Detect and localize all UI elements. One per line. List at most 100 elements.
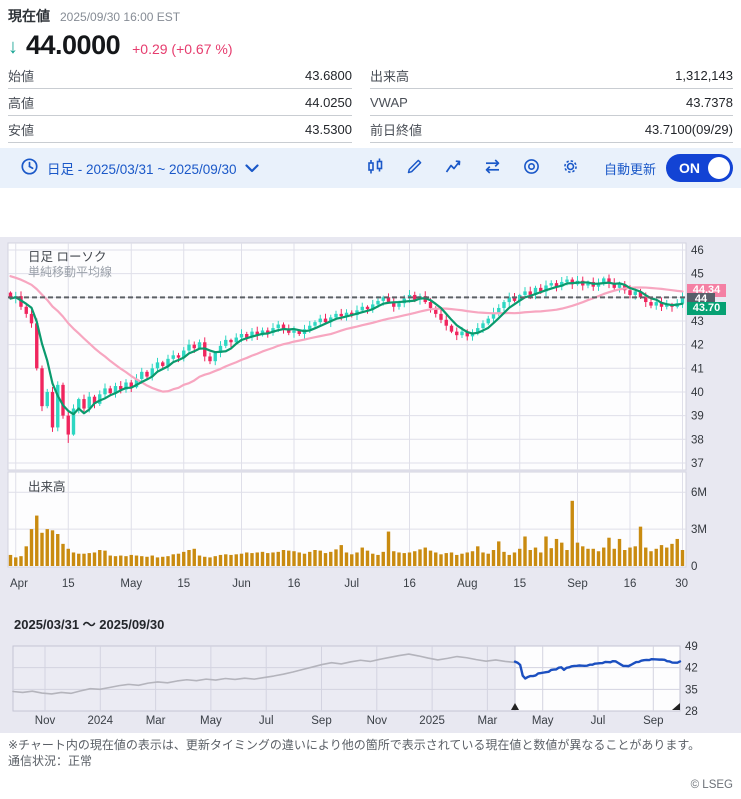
svg-text:15: 15 (513, 578, 526, 590)
volume-bar (675, 538, 679, 566)
svg-text:49: 49 (685, 641, 698, 653)
svg-text:0: 0 (691, 561, 697, 573)
volume-bar (476, 546, 480, 566)
volume-bar (497, 541, 501, 566)
disclaimer-text: ※チャート内の現在値の表示は、更新タイミングの違いにより他の箇所で表示されている… (8, 738, 701, 752)
volume-bar (92, 552, 97, 566)
candle (612, 283, 616, 288)
current-price-label: 現在値 (8, 8, 50, 24)
volume-bar (544, 536, 548, 566)
candle (607, 278, 611, 284)
volume-bar (591, 548, 595, 566)
auto-update-toggle[interactable]: ON (666, 154, 733, 182)
candle (397, 303, 401, 307)
svg-text:42: 42 (685, 663, 698, 675)
volume-bar (381, 551, 385, 566)
svg-text:Nov: Nov (35, 715, 56, 727)
volume-bar (197, 555, 202, 566)
candle (124, 382, 128, 390)
svg-text:Sep: Sep (567, 578, 587, 590)
candle (481, 323, 485, 329)
volume-bar (213, 556, 217, 566)
volume-bar (145, 556, 149, 566)
draw-tools-button[interactable] (405, 157, 424, 179)
period-selector[interactable]: 日足 - 2025/03/31 ~ 2025/09/30 (14, 156, 265, 180)
volume-bar (439, 554, 443, 566)
volume-bar (155, 557, 160, 566)
volume-bar (276, 551, 280, 566)
candle (77, 399, 81, 409)
crosshair-button[interactable] (522, 157, 541, 179)
candle (87, 396, 91, 409)
volume-bar (455, 554, 459, 566)
svg-text:2024: 2024 (88, 715, 114, 727)
volume-bar (119, 555, 123, 566)
volume-bar (40, 532, 44, 566)
candle (360, 306, 364, 311)
volume-bar (528, 550, 532, 566)
volume-bar (50, 530, 55, 566)
volume-bar (24, 546, 28, 566)
svg-text:15: 15 (177, 578, 190, 590)
candle (271, 328, 275, 333)
volume-bar (82, 553, 86, 566)
volume-bar (14, 557, 18, 566)
navigator-range-label: 2025/03/31 ～ 2025/09/30 (14, 617, 165, 632)
svg-text:Aug: Aug (457, 578, 477, 590)
candle (108, 388, 112, 394)
volume-bar (29, 529, 34, 566)
candle (334, 313, 338, 318)
candle (350, 312, 354, 316)
svg-text:28: 28 (685, 706, 698, 718)
compare-button[interactable] (483, 157, 502, 179)
volume-bar (444, 553, 448, 566)
volume-bar (350, 554, 354, 566)
volume-bar (360, 547, 364, 566)
indicator-button[interactable] (444, 157, 463, 179)
volume-bar (271, 552, 275, 566)
candle (523, 291, 527, 295)
connection-status: 通信状況：正常 (8, 754, 93, 768)
candle (50, 391, 55, 428)
sma-short-badge: 43.70 (687, 302, 726, 315)
chart-type-button[interactable] (366, 157, 385, 179)
swap-arrows-icon (483, 157, 502, 179)
settings-button[interactable] (561, 157, 580, 179)
candle (623, 284, 627, 291)
table-row: 出来高 1,312,143 (370, 62, 733, 89)
candle (570, 279, 574, 285)
volume-bar (260, 551, 265, 566)
volume-bar (150, 555, 154, 566)
auto-update-label: 自動更新 (603, 161, 656, 177)
svg-text:41: 41 (691, 363, 704, 375)
volume-bar (565, 550, 569, 566)
volume-bar (339, 545, 343, 566)
candle (8, 292, 13, 299)
candle (40, 368, 44, 407)
volume-bar (329, 551, 333, 566)
svg-text:Nov: Nov (367, 715, 388, 727)
candle (292, 330, 296, 333)
price-volume-chart[interactable]: 464544434241403938376M3M0Apr15May15Jun16… (0, 237, 741, 733)
candle (187, 344, 191, 351)
candle (98, 394, 102, 404)
candle (329, 317, 333, 323)
candle (596, 283, 601, 287)
navigator-right-handle (672, 703, 680, 710)
volume-bar (392, 551, 396, 566)
volume-bar (596, 551, 601, 566)
candle (161, 362, 165, 366)
candle (602, 278, 606, 284)
candle (518, 294, 522, 301)
candle (224, 339, 228, 346)
volume-bar (87, 553, 91, 566)
volume-bar (502, 551, 506, 566)
candle (497, 307, 501, 313)
volume-bar (61, 543, 65, 566)
toggle-state-text: ON (679, 160, 700, 176)
table-row: 前日終値 43.7100(09/29) (370, 116, 733, 143)
volume-bar (376, 554, 380, 566)
candle (491, 312, 496, 319)
svg-text:Jul: Jul (259, 715, 274, 727)
